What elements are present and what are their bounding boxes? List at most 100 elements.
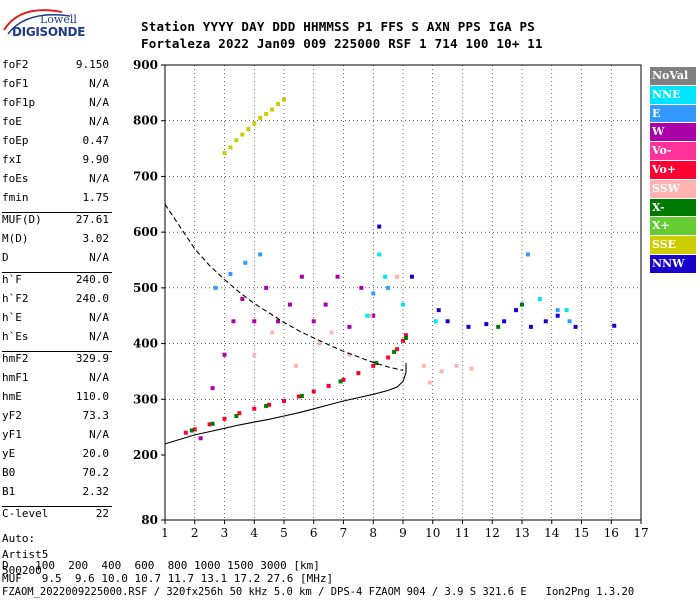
trace-point <box>427 380 432 385</box>
param-value: N/A <box>89 251 109 264</box>
trace-point <box>240 297 245 301</box>
x-tick-label: 1 <box>161 526 169 540</box>
logo-bottom-text: DIGISONDE <box>12 25 86 39</box>
legend-item-nnw: NNW <box>650 254 696 273</box>
y-tick-label: 400 <box>133 337 158 351</box>
param-label: MUF(D) <box>2 213 42 226</box>
param-value: 110.0 <box>75 390 109 403</box>
trace-point <box>252 121 257 126</box>
trace-point <box>287 302 292 307</box>
trace-point <box>299 393 304 398</box>
param-row-c-level: C-level 22 <box>2 507 112 526</box>
header-row-labels: Station YYYY DAY DDD HHMMSS P1 FFS S AXN… <box>141 19 536 34</box>
trace-point <box>347 324 352 329</box>
legend-item-nne: NNE <box>650 85 696 104</box>
muf-row: MUF 9.5 9.6 10.0 10.7 11.7 13.1 17.2 27.… <box>2 572 334 585</box>
trace-point <box>371 291 376 296</box>
trace-point <box>347 352 352 357</box>
panel-separator <box>2 272 112 273</box>
legend-item-vo-: Vo+ <box>650 160 696 179</box>
param-label: foEp <box>2 134 29 147</box>
auto-line2: Artist5 <box>2 548 49 561</box>
param-label: foF1p <box>2 96 36 109</box>
param-label: M(D) <box>2 232 29 245</box>
param-label: hmE <box>2 390 22 403</box>
trace-point <box>264 112 269 117</box>
param-row-h-f2: h`F2 240.0 <box>2 292 112 311</box>
trace-point <box>228 271 233 276</box>
param-row-yf2: yF2 73.3 <box>2 409 112 428</box>
solid-profile-curve <box>164 363 407 445</box>
dashed-profile-curve <box>164 203 404 371</box>
x-tick-label: 7 <box>340 526 348 540</box>
trace-point <box>296 394 301 399</box>
param-label: yF2 <box>2 409 22 422</box>
param-label: yF1 <box>2 428 22 441</box>
param-row-b1: B1 2.32 <box>2 485 112 504</box>
trace-point <box>383 274 388 279</box>
trace-point <box>525 252 530 257</box>
trace-point <box>386 285 391 290</box>
param-value: N/A <box>89 371 109 384</box>
trace-point <box>276 319 281 324</box>
param-label: D <box>2 251 9 264</box>
trace-point <box>433 319 438 324</box>
trace-point <box>282 398 286 403</box>
trace-point <box>371 313 376 318</box>
chart-grid <box>165 65 641 520</box>
trace-point <box>270 107 275 112</box>
y-tick-label: 80 <box>141 513 158 527</box>
trace-point <box>264 285 269 290</box>
trace-point <box>368 313 373 318</box>
distance-row: D 100 200 400 600 800 1000 1500 3000 [km… <box>2 559 320 572</box>
y-tick-label: 200 <box>133 448 158 462</box>
panel-separator <box>2 506 112 507</box>
param-value: N/A <box>89 330 109 343</box>
param-label: fxI <box>2 153 22 166</box>
trace-point <box>311 319 316 324</box>
trace-point <box>234 414 239 418</box>
param-value: 27.61 <box>75 213 109 226</box>
trace-point <box>335 274 340 279</box>
param-label: C-level <box>2 507 49 520</box>
trace-point <box>228 145 233 150</box>
param-row-hmf2: hmF2 329.9 <box>2 352 112 371</box>
trace-point <box>338 379 343 384</box>
legend-item-sse: SSE <box>650 236 696 254</box>
x-tick-label: 9 <box>399 526 407 540</box>
y-tick-labels: 80 200 300 400 500 600 700 800 900 <box>133 58 165 527</box>
x-tick-label: 17 <box>633 526 648 540</box>
trace-point <box>395 274 400 279</box>
logo-swoosh-icon <box>3 9 71 35</box>
param-value: 22 <box>95 507 109 520</box>
lowell-digisonde-logo: Lowell DIGISONDE <box>0 0 85 40</box>
y-tick-label: 500 <box>133 281 158 295</box>
panel-separator <box>2 351 112 352</box>
param-row-d: D N/A <box>2 251 112 270</box>
param-row-foes: foEs N/A <box>2 172 112 191</box>
param-row-fof1: foF1 N/A <box>2 77 112 96</box>
trace-point <box>567 319 572 324</box>
trace-point <box>555 313 560 318</box>
x-tick-label: 13 <box>514 526 529 540</box>
param-row-muf-d-: MUF(D) 27.61 <box>2 213 112 232</box>
trace-point <box>317 341 322 346</box>
trace-point <box>436 308 441 313</box>
trace-point <box>341 377 346 382</box>
trace-point <box>386 355 391 360</box>
param-label: foF1 <box>2 77 29 90</box>
x-tick-label: 2 <box>191 526 199 540</box>
param-value: N/A <box>89 96 109 109</box>
trace-point <box>401 302 405 307</box>
trace-point <box>198 436 203 441</box>
trace-point <box>267 402 272 407</box>
trace-point <box>192 427 197 432</box>
param-label: h`F2 <box>2 292 29 305</box>
trace-point <box>377 252 382 257</box>
trace-point <box>183 430 188 435</box>
trace-point <box>359 285 364 290</box>
legend-item-e: E <box>650 104 696 123</box>
param-row-b0: B0 70.2 <box>2 466 112 485</box>
trace-point <box>299 274 304 279</box>
trace-point <box>365 313 370 318</box>
